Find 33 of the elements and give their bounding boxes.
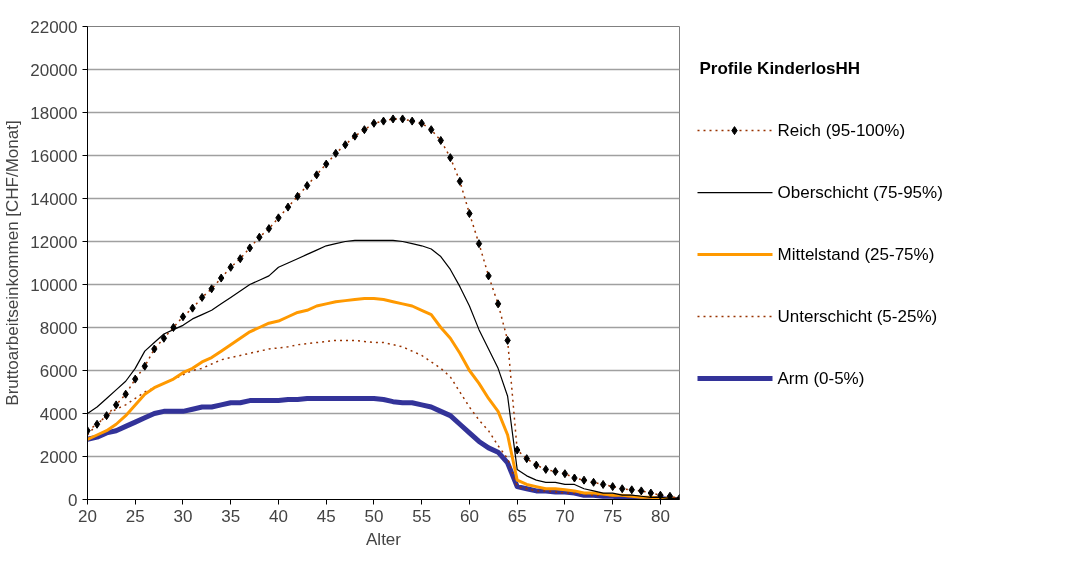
- legend-label: Mittelstand (25-75%): [777, 245, 935, 265]
- x-tick-label: 25: [125, 506, 145, 526]
- y-tick-label: 4000: [39, 404, 78, 424]
- y-tick-label: 6000: [39, 361, 78, 381]
- legend-label: Oberschicht (75-95%): [777, 183, 943, 203]
- y-tick-label: 12000: [30, 232, 78, 252]
- x-tick-label: 70: [555, 506, 575, 526]
- y-tick-label: 16000: [30, 146, 78, 166]
- x-tick-label: 30: [173, 506, 193, 526]
- y-tick-label: 22000: [30, 17, 78, 37]
- legend-label: Reich (95-100%): [777, 121, 906, 141]
- x-tick-label: 75: [603, 506, 623, 526]
- x-tick-label: 50: [364, 506, 384, 526]
- y-tick-label: 2000: [39, 447, 78, 467]
- x-tick-label: 80: [650, 506, 670, 526]
- x-tick-label: 20: [78, 506, 97, 526]
- x-tick-label: 55: [412, 506, 432, 526]
- x-tick-label: 60: [459, 506, 479, 526]
- y-tick-label: 0: [68, 490, 78, 510]
- legend-title: Profile KinderlosHH: [699, 59, 861, 79]
- y-axis-title: Bruttoarbeitseinkommen [CHF/Monat]: [3, 120, 23, 406]
- y-tick-label: 18000: [30, 103, 78, 123]
- x-axis-title: Alter: [366, 529, 402, 549]
- x-tick-label: 35: [221, 506, 241, 526]
- legend-label: Unterschicht (5-25%): [777, 306, 938, 326]
- y-tick-label: 14000: [30, 189, 78, 209]
- legend-label: Arm (0-5%): [777, 368, 865, 388]
- y-tick-label: 20000: [30, 60, 78, 80]
- x-tick-label: 65: [507, 506, 527, 526]
- y-tick-label: 8000: [39, 318, 78, 338]
- x-tick-label: 45: [316, 506, 336, 526]
- x-tick-label: 40: [269, 506, 288, 526]
- y-tick-label: 10000: [30, 275, 78, 295]
